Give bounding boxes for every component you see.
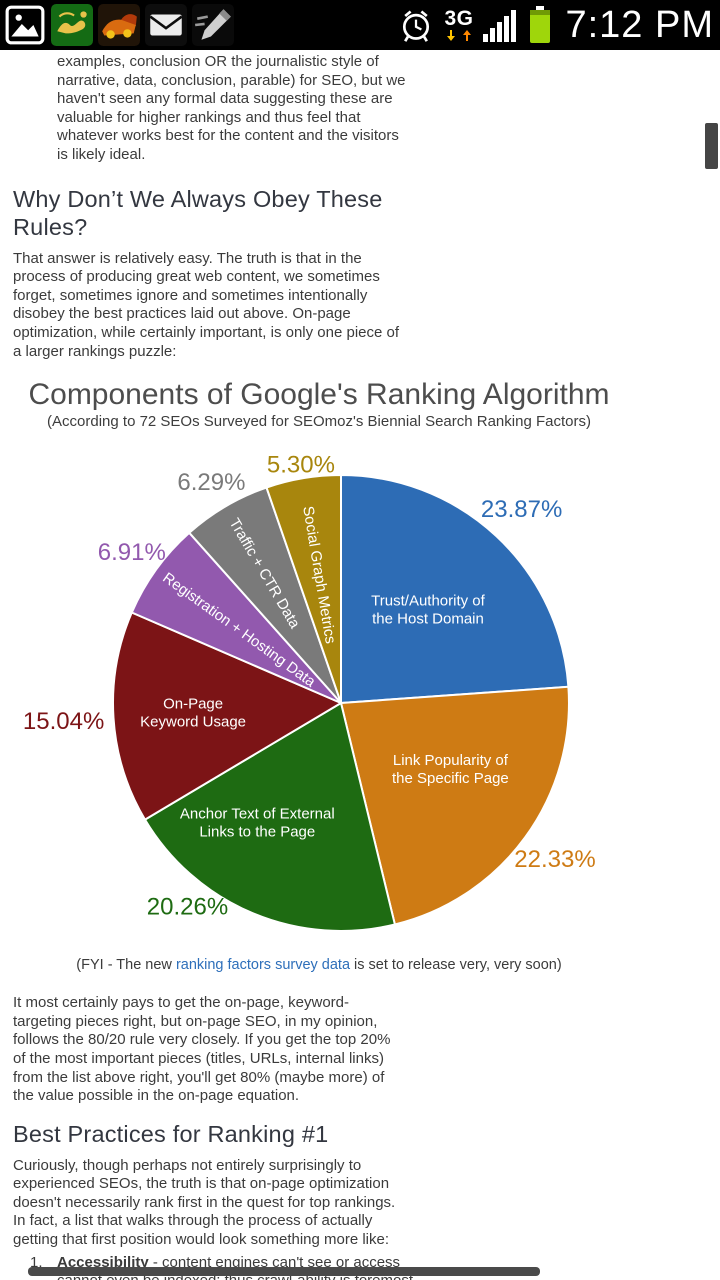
ranking-factors-link[interactable]: ranking factors survey data bbox=[175, 957, 351, 974]
horizontal-scrollbar[interactable] bbox=[28, 1267, 540, 1276]
signal-icon bbox=[483, 10, 517, 42]
battery-icon bbox=[530, 6, 551, 43]
quran-app-icon bbox=[51, 4, 93, 46]
svg-text:20.26%: 20.26% bbox=[147, 894, 228, 921]
paragraph-rules: That answer is relatively easy. The trut… bbox=[13, 249, 400, 360]
svg-text:23.87%: 23.87% bbox=[481, 496, 562, 523]
svg-text:15.04%: 15.04% bbox=[23, 708, 104, 735]
racing-game-icon bbox=[98, 4, 140, 46]
svg-text:5.30%: 5.30% bbox=[267, 451, 335, 478]
paragraph-best-practices: Curiously, though perhaps not entirely s… bbox=[13, 1156, 396, 1249]
gallery-icon bbox=[5, 5, 45, 45]
heading-best-practices: Best Practices for Ranking #1 bbox=[13, 1120, 329, 1147]
pie-chart-svg: Components of Google's Ranking Algorithm… bbox=[23, 378, 610, 933]
svg-text:6.91%: 6.91% bbox=[98, 539, 166, 566]
svg-text:Components of Google's Ranking: Components of Google's Ranking Algorithm bbox=[28, 378, 609, 411]
caption-suffix: is set to release very, very soon) bbox=[350, 957, 562, 974]
data-activity-arrows-icon bbox=[446, 30, 471, 41]
status-bar[interactable]: 3G 7:12 PM bbox=[0, 0, 720, 50]
list-item-accessibility: 1. Accessibility - content engines can't… bbox=[30, 1254, 420, 1280]
email-icon bbox=[145, 4, 187, 46]
ranking-pie-chart: Components of Google's Ranking Algorithm… bbox=[13, 373, 625, 938]
paragraph-8020: It most certainly pays to get the on-pag… bbox=[13, 994, 391, 1105]
notification-icons bbox=[4, 4, 234, 46]
network-indicator: 3G bbox=[444, 8, 473, 42]
list-term: Accessibility bbox=[57, 1253, 149, 1271]
caption-prefix: (FYI - The new bbox=[76, 957, 176, 974]
vertical-scrollbar[interactable] bbox=[705, 123, 718, 169]
chart-caption: (FYI - The new ranking factors survey da… bbox=[13, 956, 625, 974]
alarm-icon bbox=[403, 10, 430, 42]
heading-why-rules: Why Don’t We Always Obey These Rules? bbox=[13, 185, 383, 240]
memo-icon bbox=[192, 4, 234, 46]
web-page-content: examples, conclusion OR the journalistic… bbox=[0, 50, 720, 1280]
list-number: 1. bbox=[30, 1253, 43, 1271]
svg-text:(According to 72 SEOs Surveyed: (According to 72 SEOs Surveyed for SEOmo… bbox=[47, 413, 591, 430]
clock-display: 7:12 PM bbox=[565, 3, 714, 46]
svg-text:22.33%: 22.33% bbox=[514, 846, 595, 873]
intro-paragraph-fragment: examples, conclusion OR the journalistic… bbox=[57, 53, 406, 163]
network-type-label: 3G bbox=[444, 7, 474, 30]
list-text: Accessibility - content engines can't se… bbox=[57, 1254, 417, 1280]
svg-text:6.29%: 6.29% bbox=[177, 469, 245, 496]
list-description: - content engines can't see or access ca… bbox=[57, 1253, 413, 1280]
